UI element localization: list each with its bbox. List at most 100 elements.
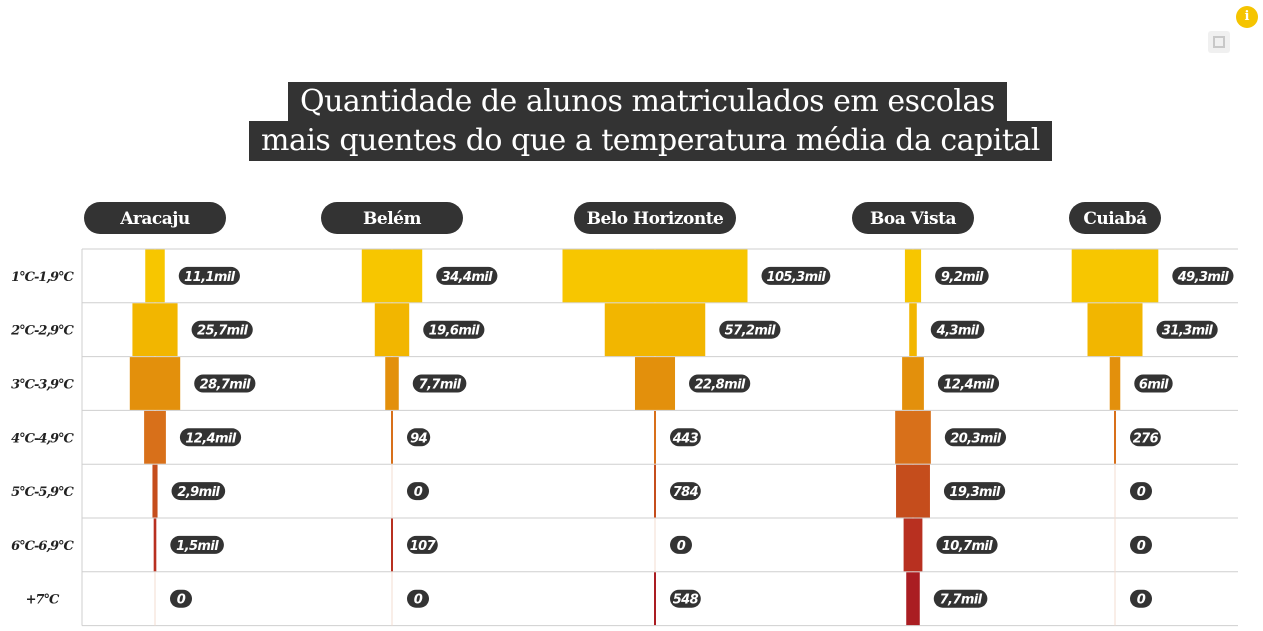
value-label: 2,9mil [177,485,220,500]
value-pill [930,320,985,339]
value-pill [937,374,1000,393]
value-label: 12,4mil [185,431,236,446]
value-pill [194,374,256,393]
bar [654,572,656,626]
value-pill [689,374,751,393]
bar [361,249,423,303]
value-label: 0 [1137,485,1146,500]
value-pill [944,428,1007,447]
info-icon[interactable]: i [1236,6,1258,28]
row-label: +7°C [26,593,60,608]
chart-title-line-1: Quantidade de alunos matriculados em esc… [288,82,1007,122]
city-name: Aracaju [119,209,190,229]
value-label: 107 [410,539,437,554]
bar [153,518,157,572]
bar [562,249,748,303]
bar [903,518,923,572]
value-pill [1134,374,1173,393]
value-pill [943,482,1006,501]
value-pill [436,266,498,285]
value-pill [670,482,701,501]
value-label: 105,3mil [767,270,827,285]
row-label: 6°C-6,9°C [11,539,74,554]
value-label: 10,7mil [942,539,993,554]
value-pill [178,266,240,285]
bar [145,249,165,303]
value-label: 6mil [1139,378,1169,393]
value-pill [407,482,429,501]
bar [904,249,922,303]
value-label: 49,3mil [1177,270,1229,285]
bar [1109,357,1121,410]
city-pill [852,202,974,234]
value-label: 19,6mil [429,324,480,339]
value-label: 22,8mil [694,378,745,393]
value-label: 7,7mil [940,593,983,608]
bar [902,357,924,410]
value-pill [1130,428,1161,447]
chart-title-line-2: mais quentes do que a temperatura média … [249,121,1052,161]
value-pill [761,266,831,285]
value-label: 0 [414,593,423,608]
value-pill [933,589,988,608]
bar [1114,410,1116,464]
bar [634,357,676,410]
value-label: 276 [1133,431,1159,446]
city-name: Belém [363,209,421,229]
city-name: Cuiabá [1083,209,1147,229]
value-pill [170,589,192,608]
value-label: 0 [677,539,686,554]
city-pill [574,202,736,234]
value-pill [179,428,242,447]
value-pill [670,428,701,447]
value-pill [935,266,989,285]
value-label: 94 [410,431,427,446]
city-name: Belo Horizonte [587,209,724,229]
bar [152,464,158,518]
bar [909,303,917,357]
city-name: Boa Vista [870,209,956,229]
value-pill [407,428,431,447]
value-label: 443 [672,431,699,446]
value-pill [1172,266,1234,285]
bar [1087,303,1143,357]
row-label: 4°C-4,9°C [11,431,74,446]
value-pill [1130,482,1152,501]
bar [374,303,410,357]
bar [654,410,656,464]
value-label: 0 [1137,593,1146,608]
fullscreen-icon[interactable] [1208,31,1230,53]
value-pill [1156,320,1218,339]
value-label: 0 [1137,539,1146,554]
value-label: 12,4mil [943,378,994,393]
value-pill [423,320,485,339]
city-pill [1069,202,1161,234]
value-pill [171,482,226,501]
bar [132,303,178,357]
value-label: 0 [177,593,186,608]
bar [654,464,656,518]
value-pill [719,320,781,339]
bar [385,357,399,410]
value-pill [936,535,998,554]
bar [1071,249,1159,303]
value-label: 28,7mil [200,378,251,393]
value-label: 1,5mil [176,539,219,554]
value-label: 31,3mil [1162,324,1213,339]
row-label: 2°C-2,9°C [10,324,74,339]
value-label: 20,3mil [950,431,1001,446]
value-pill [170,535,224,554]
value-label: 57,2mil [725,324,776,339]
value-pill [407,535,438,554]
value-label: 7,7mil [419,378,462,393]
value-pill [1130,589,1152,608]
bar [129,357,181,410]
value-label: 4,3mil [936,324,980,339]
value-label: 19,3mil [949,485,1000,500]
row-label: 5°C-5,9°C [11,485,74,500]
bar [604,303,706,357]
value-label: 11,1mil [184,270,235,285]
value-label: 25,7mil [197,324,248,339]
value-pill [670,589,701,608]
